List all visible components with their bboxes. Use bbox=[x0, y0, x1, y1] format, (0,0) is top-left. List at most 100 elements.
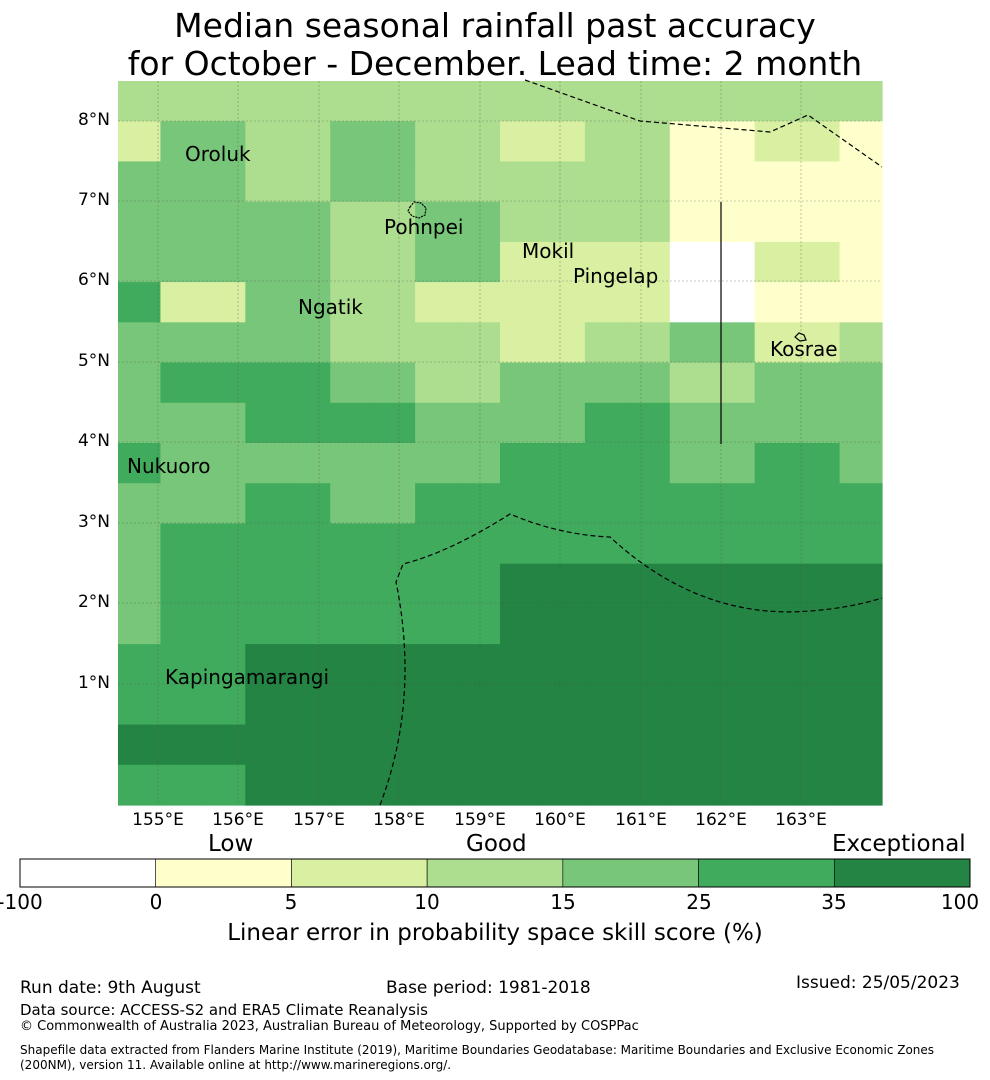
grid-cell bbox=[118, 241, 162, 283]
grid-cell bbox=[712, 443, 756, 484]
grid-cell bbox=[202, 362, 246, 404]
grid-cell bbox=[797, 402, 841, 444]
map-title-line1: Median seasonal rainfall past accuracy bbox=[174, 6, 816, 45]
grid-cell bbox=[500, 402, 544, 444]
grid-cell bbox=[415, 201, 459, 243]
grid-cell bbox=[500, 764, 544, 806]
grid-cell bbox=[202, 282, 246, 323]
place-label-kosrae: Kosrae bbox=[770, 337, 838, 361]
grid-cell bbox=[542, 684, 586, 726]
grid-cell bbox=[754, 402, 798, 444]
grid-cell bbox=[415, 443, 459, 484]
grid-cell bbox=[160, 724, 204, 766]
grid-cell bbox=[754, 523, 798, 565]
grid-cell bbox=[287, 322, 331, 364]
grid-cell bbox=[330, 563, 374, 605]
grid-cell bbox=[372, 241, 416, 283]
grid-cell bbox=[627, 764, 671, 806]
grid-cell bbox=[797, 282, 841, 323]
grid-cell bbox=[160, 161, 204, 203]
grid-cell bbox=[287, 523, 331, 565]
grid-cell bbox=[160, 402, 204, 444]
grid-cell bbox=[160, 81, 204, 122]
grid-cell bbox=[797, 362, 841, 404]
grid-cell bbox=[839, 121, 883, 163]
grid-cell bbox=[584, 282, 628, 323]
grid-cell bbox=[797, 523, 841, 565]
grid-cell bbox=[712, 684, 756, 726]
grid-cell bbox=[457, 724, 501, 766]
grid-cell bbox=[457, 282, 501, 323]
grid-cell bbox=[712, 201, 756, 243]
grid-cell bbox=[627, 81, 671, 122]
grid-cell bbox=[330, 443, 374, 484]
grid-cell bbox=[669, 362, 713, 404]
grid-cell bbox=[372, 161, 416, 203]
grid-cell bbox=[287, 402, 331, 444]
grid-cell bbox=[457, 483, 501, 525]
grid-cell bbox=[202, 443, 246, 484]
grid-cell bbox=[330, 362, 374, 404]
grid-cell bbox=[160, 563, 204, 605]
grid-cell bbox=[202, 764, 246, 806]
grid-cell bbox=[330, 241, 374, 283]
grid-cell bbox=[669, 603, 713, 645]
grid-cell bbox=[584, 684, 628, 726]
grid-cell bbox=[160, 121, 204, 163]
grid-cell bbox=[500, 483, 544, 525]
grid-cell bbox=[372, 523, 416, 565]
legend-exceptional-label: Exceptional bbox=[832, 831, 966, 857]
kosrae-outline bbox=[794, 332, 807, 342]
grid-cell bbox=[118, 563, 162, 605]
island-outlines bbox=[407, 201, 807, 342]
grid-cell bbox=[287, 362, 331, 404]
lon-label-162e: 162°E bbox=[695, 810, 747, 830]
colorbar-tick-35: 35 bbox=[821, 890, 847, 914]
place-label-pohnpei: Pohnpei bbox=[384, 215, 464, 239]
grid-cell bbox=[415, 402, 459, 444]
grid-cell bbox=[415, 483, 459, 525]
grid-cell bbox=[287, 764, 331, 806]
grid-cell bbox=[797, 443, 841, 484]
grid-cell bbox=[287, 563, 331, 605]
grid-cell bbox=[415, 282, 459, 323]
grid-cell bbox=[584, 483, 628, 525]
grid-cell bbox=[839, 322, 883, 364]
copyright-notice: © Commonwealth of Australia 2023, Austra… bbox=[20, 1019, 639, 1034]
grid-cell bbox=[202, 644, 246, 685]
grid-cell bbox=[118, 684, 162, 726]
grid-cell bbox=[202, 684, 246, 726]
grid-cell bbox=[287, 724, 331, 766]
grid-cell bbox=[245, 603, 289, 645]
grid-cell bbox=[287, 644, 331, 685]
grid-cell bbox=[754, 684, 798, 726]
grid-cell bbox=[202, 724, 246, 766]
grid-cell bbox=[797, 684, 841, 726]
grid-cell bbox=[500, 563, 544, 605]
eez-boundary-north bbox=[524, 79, 883, 168]
base-period: Base period: 1981-2018 bbox=[386, 978, 591, 998]
grid-cell bbox=[542, 764, 586, 806]
grid-cell bbox=[118, 523, 162, 565]
grid-cell bbox=[500, 684, 544, 726]
grid-cell bbox=[754, 443, 798, 484]
grid-cell bbox=[500, 362, 544, 404]
grid-cell bbox=[500, 282, 544, 323]
grid-cell bbox=[542, 644, 586, 685]
grid-cell bbox=[287, 161, 331, 203]
grid-cell bbox=[712, 764, 756, 806]
grid-cell bbox=[202, 402, 246, 444]
grid-cell bbox=[372, 402, 416, 444]
grid-cell bbox=[754, 241, 798, 283]
grid-cell bbox=[839, 362, 883, 404]
grid-cell bbox=[712, 724, 756, 766]
grid-cell bbox=[839, 563, 883, 605]
grid-cell bbox=[500, 161, 544, 203]
grid-cell bbox=[584, 443, 628, 484]
grid-cell bbox=[372, 684, 416, 726]
grid-cell bbox=[330, 523, 374, 565]
grid-cell bbox=[500, 644, 544, 685]
grid-cell bbox=[839, 161, 883, 203]
grid-cell bbox=[500, 523, 544, 565]
lat-label-7n: 7°N bbox=[77, 190, 110, 210]
